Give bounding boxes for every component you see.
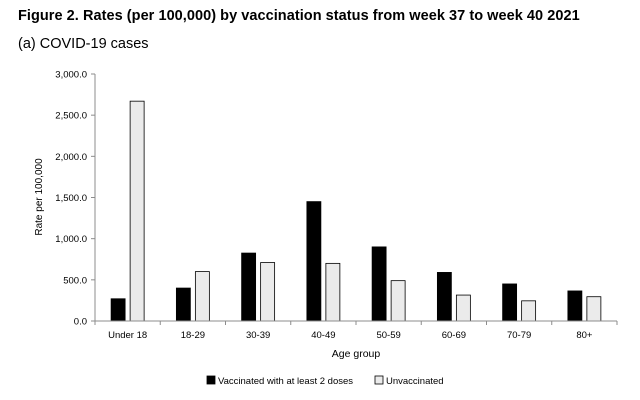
x-tick-label: Under 18: [108, 330, 147, 341]
y-axis-title: Rate per 100,000: [34, 158, 45, 236]
bar-vaccinated-80-: [567, 290, 583, 322]
y-tick-label: 1,500.0: [55, 193, 87, 204]
x-axis-title: Age group: [332, 348, 381, 360]
y-tick-label: 0.0: [74, 317, 87, 328]
bar-vaccinated-under-18: [110, 298, 126, 322]
x-tick-label: 70-79: [507, 330, 531, 341]
figure-title: Figure 2. Rates (per 100,000) by vaccina…: [18, 8, 580, 24]
x-tick-label: 60-69: [442, 330, 466, 341]
y-tick-label: 500.0: [63, 275, 87, 286]
bar-unvaccinated-18-29: [194, 271, 210, 322]
x-tick-label: 50-59: [376, 330, 400, 341]
bars-layer: [110, 100, 602, 322]
bar-unvaccinated-40-49: [325, 262, 341, 322]
y-tick-label: 2,500.0: [55, 111, 87, 122]
bar-unvaccinated-80-: [586, 296, 602, 322]
bar-vaccinated-40-49: [306, 201, 322, 322]
y-tick-label: 2,000.0: [55, 152, 87, 163]
figure-subtitle: (a) COVID-19 cases: [18, 36, 149, 52]
bar-unvaccinated-30-39: [260, 262, 276, 322]
bar-vaccinated-30-39: [241, 252, 257, 322]
legend-swatch-vaccinated: [206, 375, 216, 385]
x-tick-label: 80+: [576, 330, 593, 341]
x-tick-label: 18-29: [181, 330, 205, 341]
x-ticks: Under 18 18-29 30-39 40-49 50-59 60-69 70-79 80…: [94, 321, 618, 341]
legend-swatch-unvaccinated: [374, 375, 384, 385]
bar-unvaccinated-70-79: [521, 300, 537, 322]
y-tick-label: 3,000.0: [55, 70, 87, 81]
legend-label-unvaccinated: Unvaccinated: [386, 376, 444, 387]
legend-label-vaccinated: Vaccinated with at least 2 doses: [218, 376, 353, 387]
x-tick-label: 40-49: [311, 330, 335, 341]
bar-vaccinated-60-69: [436, 272, 452, 322]
x-tick-label: 30-39: [246, 330, 270, 341]
bar-vaccinated-70-79: [502, 283, 518, 322]
legend: Vaccinated with at least 2 doses Unvaccin…: [206, 375, 444, 387]
bar-vaccinated-50-59: [371, 246, 387, 322]
bar-vaccinated-18-29: [175, 287, 191, 322]
bar-unvaccinated-under-18: [129, 100, 145, 322]
bar-unvaccinated-60-69: [455, 294, 471, 322]
y-ticks: 0.0 500.0 1,000.0 1,500.0 2,000.0 2,500.0 3,00…: [55, 70, 95, 328]
y-tick-label: 1,000.0: [55, 234, 87, 245]
bar-unvaccinated-50-59: [390, 280, 406, 322]
